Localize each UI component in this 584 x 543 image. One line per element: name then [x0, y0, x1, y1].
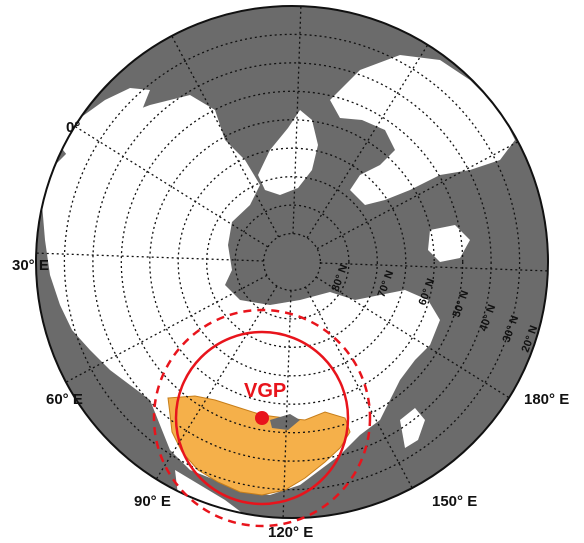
lake-baikal: [270, 414, 300, 430]
globe-outline: [35, 5, 549, 519]
landmass-greenland: [258, 110, 318, 195]
lon-label-120e: 120° E: [268, 524, 313, 541]
lon-label-30e: 30° E: [12, 257, 49, 274]
lon-label-180e: 180° E: [524, 391, 569, 408]
vgp-label: VGP: [244, 380, 286, 402]
landmass-europe: [55, 88, 150, 165]
lon-label-60e: 60° E: [46, 391, 83, 408]
latitude-circle: [120, 90, 464, 434]
latitude-circle: [234, 204, 350, 320]
lon-label-0: 0°: [66, 119, 80, 136]
landmass-asia: [40, 95, 440, 495]
vgp-marker-icon: [255, 411, 269, 425]
highlight-region: [167, 395, 351, 496]
lon-label-90e: 90° E: [134, 493, 171, 510]
lon-label-150e: 150° E: [432, 493, 477, 510]
latitude-circle: [206, 176, 378, 348]
latitude-circle: [92, 62, 492, 462]
vgp-confidence-inner: [174, 330, 350, 506]
vgp-confidence-outer: [152, 308, 372, 528]
latitude-circle: [63, 33, 521, 491]
latitude-circle: [149, 119, 435, 405]
landmass-japan: [400, 408, 425, 448]
latitude-circle: [177, 147, 407, 377]
latitude-circle: [262, 232, 322, 292]
landmass-alaska: [428, 225, 470, 262]
graticule: [36, 6, 548, 518]
